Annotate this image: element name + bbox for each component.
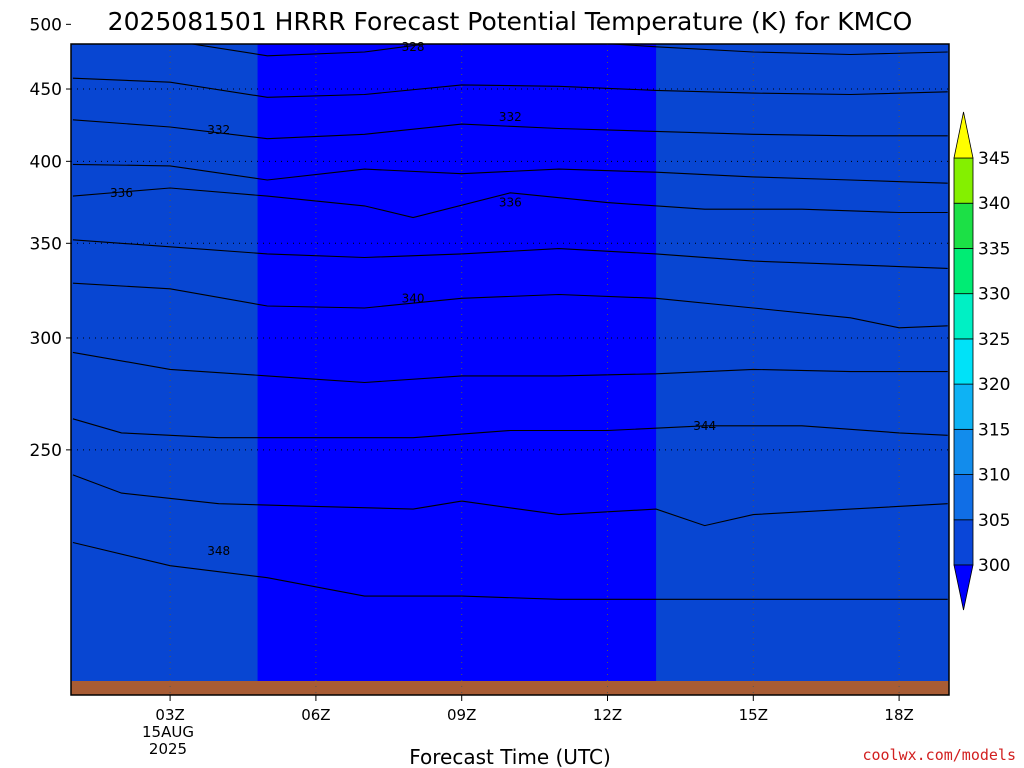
colorbar-over-triangle <box>953 111 974 159</box>
y-tick-label: 300 <box>30 329 62 349</box>
x-tick-label: 15Z <box>739 706 768 724</box>
colorbar-segment <box>953 157 974 204</box>
colorbar-segment <box>953 293 974 340</box>
y-tick-label: 500 <box>30 15 62 35</box>
contour-lines <box>72 44 948 600</box>
x-tick-label: 09Z <box>447 706 476 724</box>
contour-line <box>72 541 948 600</box>
contour-label: 332 <box>499 110 522 124</box>
x-axis-ticks: 03Z 06Z 09Z 12Z 15Z 18Z <box>155 695 914 724</box>
plot-frame <box>70 43 950 696</box>
contour-line <box>72 474 948 527</box>
colorbar-label: 335 <box>978 239 1010 259</box>
contour-line <box>72 187 948 219</box>
colorbar-label: 315 <box>978 420 1010 440</box>
contour-label: 332 <box>207 123 230 137</box>
contour-line <box>72 282 948 329</box>
y-tick-label: 250 <box>30 441 62 461</box>
contour-line <box>72 77 948 98</box>
contour-label: 336 <box>499 196 522 210</box>
colorbar-label: 340 <box>978 194 1010 214</box>
credit-text: coolwx.com/models <box>862 746 1016 764</box>
colorbar-segment <box>953 519 974 566</box>
contour-label: 328 <box>402 40 425 54</box>
x-date-day: 15AUG <box>142 723 194 741</box>
colorbar-label: 325 <box>978 330 1010 350</box>
x-tick-label: 18Z <box>884 706 913 724</box>
contour-label: 340 <box>402 291 425 305</box>
x-tick-label: 03Z <box>155 706 184 724</box>
band-fill-300 <box>257 44 657 681</box>
colorbar-label: 320 <box>978 375 1010 395</box>
y-tick-label: 450 <box>30 80 62 100</box>
colorbar-label: 310 <box>978 466 1010 486</box>
y-tick-label: 350 <box>30 234 62 254</box>
contour-line <box>72 119 948 140</box>
colorbar-segment <box>953 338 974 385</box>
contour-label: 336 <box>110 186 133 200</box>
y-axis-ticks: 2503003504004505005506006507007508008509… <box>30 15 71 461</box>
grid-lines <box>71 44 949 695</box>
x-date-year: 2025 <box>149 740 187 758</box>
colorbar: 300 305 310 315 320 325 330 335 340 345 <box>953 111 1010 611</box>
x-tick-label: 12Z <box>593 706 622 724</box>
contour-line <box>72 351 948 384</box>
colorbar-label: 330 <box>978 285 1010 305</box>
y-tick-label: 400 <box>30 152 62 172</box>
chart-title: 2025081501 HRRR Forecast Potential Tempe… <box>108 7 913 36</box>
colorbar-label: 300 <box>978 556 1010 576</box>
contour-line <box>72 239 948 269</box>
x-tick-label: 06Z <box>301 706 330 724</box>
contour-label: 348 <box>207 544 230 558</box>
contour-line <box>188 44 948 57</box>
colorbar-label: 305 <box>978 511 1010 531</box>
colorbar-segment <box>953 428 974 475</box>
colorbar-segment <box>953 248 974 295</box>
colorbar-segment <box>953 202 974 249</box>
contour-line <box>72 418 948 439</box>
colorbar-under-triangle <box>953 564 974 611</box>
contour-labels: 3483443403363363323323283243203203163163… <box>110 40 716 558</box>
contour-label: 344 <box>693 419 716 433</box>
colorbar-label: 345 <box>978 149 1010 169</box>
x-axis-label: Forecast Time (UTC) <box>409 745 611 768</box>
contour-line <box>72 163 948 184</box>
ground-fill <box>71 681 949 695</box>
color-fill-bands <box>71 44 949 695</box>
colorbar-segment <box>953 383 974 430</box>
colorbar-segment <box>953 474 974 521</box>
